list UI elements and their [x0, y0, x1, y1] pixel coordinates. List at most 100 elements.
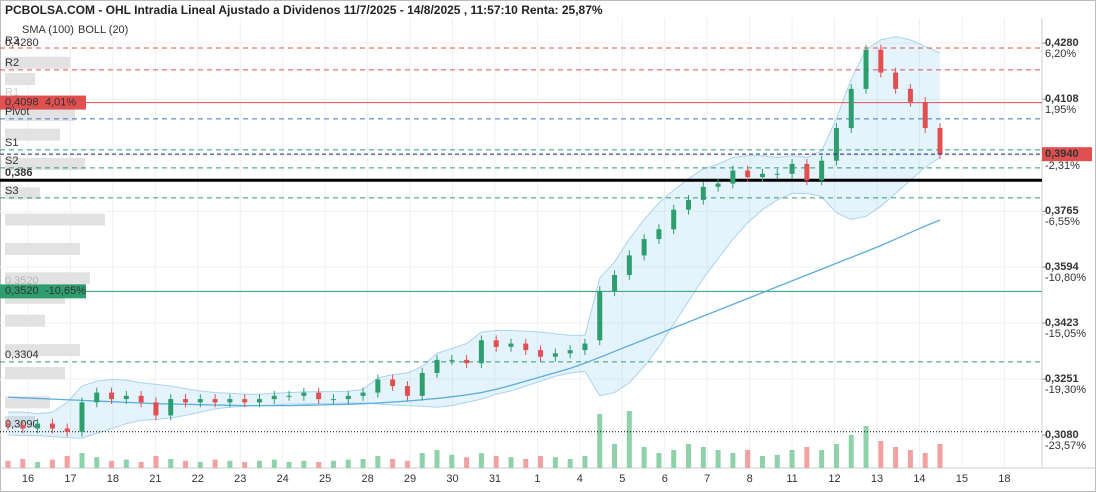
volume-bar: [730, 453, 736, 468]
candle-body: [5, 423, 11, 426]
x-tick-label: 23: [234, 473, 246, 485]
x-tick-label: 15: [956, 473, 968, 485]
candle-body: [94, 392, 100, 403]
candle-body: [345, 395, 351, 400]
candle-body: [804, 163, 810, 181]
level-label: S3: [5, 185, 18, 197]
volume-bar: [464, 457, 470, 468]
candle-body: [922, 101, 928, 129]
volume-profile-bar: [5, 272, 90, 285]
volume-bar: [878, 441, 884, 468]
volume-bar: [419, 453, 425, 468]
x-tick-label: 14: [913, 473, 925, 485]
volume-bar: [242, 462, 248, 468]
y-tick-label: 0,3594: [1045, 261, 1080, 273]
volume-bar: [5, 460, 11, 468]
volume-bar: [316, 462, 322, 468]
volume-bar: [168, 459, 174, 468]
candle-body: [937, 128, 943, 155]
candle-body: [449, 359, 455, 361]
candle-body: [715, 183, 721, 187]
candle-body: [582, 343, 588, 351]
level-tag: [0, 284, 86, 299]
volume-bar: [79, 453, 85, 468]
candle-body: [183, 399, 189, 403]
candle-body: [301, 392, 307, 396]
candle-body: [478, 340, 484, 364]
volume-bar: [523, 459, 529, 468]
x-tick-label: 1: [534, 473, 540, 485]
volume-profile-bar: [5, 108, 75, 121]
level-label: 0,3304: [5, 349, 39, 361]
candle-body: [863, 49, 869, 89]
last-price-tag: [1042, 147, 1092, 162]
candle-body: [848, 88, 854, 129]
candle-body: [20, 425, 26, 429]
candle-body: [153, 402, 159, 416]
volume-bar: [700, 447, 706, 468]
volume-bar: [390, 459, 396, 468]
y-tick-label: 0,3251: [1045, 373, 1079, 385]
level-label: 0,386: [5, 167, 33, 179]
x-tick-label: 5: [619, 473, 625, 485]
candle-body: [893, 72, 899, 89]
candle-body: [49, 423, 55, 429]
candle-body: [567, 350, 573, 354]
volume-bar: [94, 457, 100, 468]
candle-body: [508, 343, 514, 347]
candle-body: [552, 353, 558, 357]
volume-bar: [626, 411, 632, 468]
volume-bar: [375, 456, 381, 468]
candle-body: [330, 399, 336, 401]
x-tick-label: 31: [489, 473, 501, 485]
level-tag-pct: -10,65%: [45, 285, 86, 297]
volume-bar: [360, 459, 366, 468]
volume-bar: [345, 459, 351, 468]
y-tick-pct: -15,05%: [1045, 328, 1086, 340]
y-tick-label: 0,3423: [1045, 317, 1079, 329]
candle-body: [907, 88, 913, 102]
x-tick-label: 12: [828, 473, 840, 485]
volume-profile-bar: [5, 73, 35, 86]
legend-entry: SMA (100): [22, 24, 74, 36]
volume-bar: [449, 454, 455, 468]
volume-bar: [330, 460, 336, 468]
volume-profile-bar: [5, 344, 80, 357]
volume-bar: [745, 450, 751, 468]
candle-body: [833, 128, 839, 161]
candle-body: [168, 399, 174, 416]
candle-body: [123, 395, 129, 400]
candle-body: [197, 399, 203, 403]
volume-bar: [848, 435, 854, 468]
volume-bar: [256, 460, 262, 468]
volume-bar: [286, 462, 292, 468]
volume-bar: [271, 459, 277, 468]
y-tick-pct: -23,57%: [1045, 440, 1086, 452]
volume-bar: [922, 453, 928, 468]
level-label: Pivot: [5, 106, 29, 118]
volume-bar: [567, 459, 573, 468]
volume-bar: [404, 460, 410, 468]
volume-profile-bar: [5, 56, 70, 69]
x-tick-label: 28: [361, 473, 373, 485]
candle-body: [360, 392, 366, 396]
x-tick-label: 24: [277, 473, 289, 485]
x-tick-label: 7: [704, 473, 710, 485]
level-tag-value: 0,3520: [5, 285, 39, 297]
candle-body: [212, 399, 218, 403]
volume-profile-bar: [5, 213, 105, 226]
level-tag-value: 0,4098: [5, 96, 39, 108]
volume-bar: [671, 450, 677, 468]
level-label: 0,3520: [5, 275, 39, 287]
candle-body: [35, 423, 41, 429]
volume-bar: [109, 460, 115, 468]
y-tick-pct: 1,95%: [1045, 104, 1076, 116]
candle-body: [789, 163, 795, 174]
x-tick-label: 6: [662, 473, 668, 485]
y-tick-pct: -6,55%: [1045, 216, 1080, 228]
volume-profile-bar: [5, 366, 65, 379]
x-tick-label: 30: [446, 473, 458, 485]
volume-bar: [35, 462, 41, 468]
level-tag-pct: 4,01%: [45, 96, 76, 108]
bollinger-line: [7, 157, 941, 439]
